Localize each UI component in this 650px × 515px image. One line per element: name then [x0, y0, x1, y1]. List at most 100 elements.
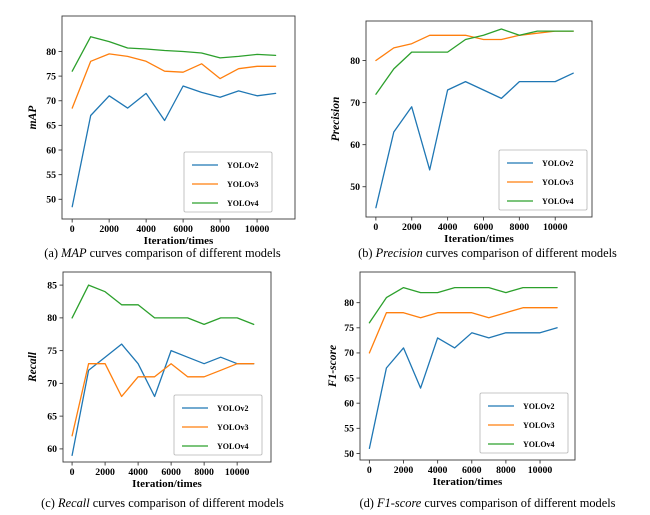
y-tick-label: 60	[350, 140, 360, 151]
x-tick-label: 6000	[462, 465, 482, 476]
y-axis-label: Precision	[330, 97, 342, 142]
y-tick-label: 60	[344, 398, 354, 409]
series-line-yolov3	[375, 30, 574, 62]
x-tick-label: 8000	[496, 465, 516, 476]
x-tick-label: 8000	[210, 224, 230, 235]
x-tick-label: 4000	[128, 467, 148, 478]
series-line-yolov3	[71, 363, 255, 437]
x-tick-label: 0	[367, 465, 372, 476]
series-line-yolov2	[71, 343, 255, 457]
y-tick-label: 85	[47, 280, 57, 291]
y-tick-label: 75	[344, 323, 354, 334]
y-axis-label: F1-score	[327, 345, 339, 388]
legend-label: YOLOv4	[542, 197, 574, 206]
series-line-yolov3	[71, 53, 277, 109]
y-tick-label: 80	[47, 313, 57, 324]
caption-prefix: (b)	[358, 246, 376, 260]
legend-label: YOLOv2	[227, 161, 259, 170]
x-tick-label: 2000	[394, 465, 414, 476]
x-tick-label: 10000	[225, 467, 250, 478]
x-tick-label: 10000	[528, 465, 553, 476]
precision-chart: 0 2000 4000 6000 8000 10000 50 60 70 80 Iteration/…	[330, 20, 593, 245]
series-line-yolov4	[71, 36, 277, 72]
caption-suffix: curves comparison of different models	[89, 496, 284, 510]
x-tick-label: 0	[373, 222, 378, 233]
y-tick-label: 50	[46, 195, 56, 206]
plot-border	[62, 271, 272, 463]
chart-panel-f1-score: 0 2000 4000 6000 8000 10000 50 55 60 65 70 75 80 Iter…	[325, 260, 650, 515]
y-tick-label: 80	[350, 56, 360, 67]
y-tick-label: 70	[47, 379, 57, 390]
x-tick-label: 6000	[161, 467, 181, 478]
legend: YOLOv2 YOLOv3 YOLOv4	[498, 149, 588, 211]
y-tick-label: 75	[47, 346, 57, 357]
x-axis-label: Iteration/times	[433, 476, 503, 488]
caption-map: (a) MAP curves comparison of different m…	[44, 246, 281, 260]
y-tick-label: 75	[46, 71, 56, 82]
x-tick-label: 4000	[438, 222, 458, 233]
legend-label: YOLOv4	[227, 199, 259, 208]
y-tick-label: 65	[46, 121, 56, 132]
plot-border	[61, 15, 296, 220]
chart-panel-recall: 0 2000 4000 6000 8000 10000 60 65 70 75 80 85 Iterat…	[0, 260, 325, 515]
legend-label: YOLOv2	[542, 159, 574, 168]
y-tick-label: 55	[46, 170, 56, 181]
x-tick-label: 0	[70, 467, 75, 478]
legend-box	[183, 151, 273, 213]
series-line-yolov4	[375, 28, 574, 95]
x-tick-label: 0	[70, 224, 75, 235]
caption-suffix: curves comparison of different models	[86, 246, 281, 260]
series-line-yolov4	[368, 286, 558, 324]
y-tick-label: 50	[344, 449, 354, 460]
caption-suffix: curves comparison of different models	[422, 246, 617, 260]
plot-border	[359, 271, 576, 461]
legend-label: YOLOv3	[227, 180, 259, 189]
legend-box	[498, 149, 588, 211]
legend: YOLOv2 YOLOv3 YOLOv4	[479, 392, 569, 454]
x-tick-label: 2000	[99, 224, 119, 235]
x-tick-label: 6000	[173, 224, 193, 235]
chart-panel-precision: 0 2000 4000 6000 8000 10000 50 60 70 80 Iteration/…	[325, 0, 650, 260]
caption-prefix: (a)	[44, 246, 62, 260]
caption-metric: Recall	[58, 496, 90, 510]
series-line-yolov3	[368, 307, 558, 354]
series-line-yolov2	[375, 72, 574, 209]
legend-label: YOLOv3	[523, 421, 555, 430]
x-tick-label: 2000	[402, 222, 422, 233]
legend-label: YOLOv3	[542, 178, 574, 187]
y-tick-label: 70	[350, 98, 360, 109]
x-axis-label: Iteration/times	[132, 478, 202, 490]
caption-prefix: (c)	[41, 496, 58, 510]
legend-label: YOLOv4	[217, 442, 249, 451]
series-line-yolov2	[368, 327, 558, 450]
x-tick-label: 8000	[510, 222, 530, 233]
y-tick-label: 80	[46, 47, 56, 58]
caption-f1-score: (d) F1-score curves comparison of differ…	[359, 496, 615, 510]
y-axis-label: mAP	[27, 105, 39, 130]
map-chart: 0 2000 4000 6000 8000 10000 50 55 60 65 70 75 80 Iter…	[27, 15, 296, 246]
x-tick-label: 10000	[245, 224, 270, 235]
caption-suffix: curves comparison of different models	[421, 496, 616, 510]
legend-label: YOLOv4	[523, 440, 555, 449]
x-axis-label: Iteration/times	[144, 235, 214, 246]
y-tick-label: 55	[344, 424, 354, 435]
caption-recall: (c) Recall curves comparison of differen…	[41, 496, 284, 510]
y-tick-label: 60	[46, 145, 56, 156]
recall-chart: 0 2000 4000 6000 8000 10000 60 65 70 75 80 85 Iterat…	[27, 271, 272, 490]
caption-metric: Precision	[375, 246, 423, 260]
y-tick-label: 65	[47, 411, 57, 422]
series-line-yolov2	[71, 85, 277, 208]
series-line-yolov4	[71, 284, 255, 326]
legend: YOLOv2 YOLOv3 YOLOv4	[183, 151, 273, 213]
caption-prefix: (d)	[359, 496, 378, 510]
x-tick-label: 10000	[543, 222, 568, 233]
x-tick-label: 4000	[428, 465, 448, 476]
chart-panel-map: 0 2000 4000 6000 8000 10000 50 55 60 65 70 75 80 Iter…	[0, 0, 325, 260]
x-tick-label: 8000	[194, 467, 214, 478]
x-tick-label: 2000	[95, 467, 115, 478]
plot-border	[365, 20, 593, 218]
y-tick-label: 70	[344, 348, 354, 359]
y-tick-label: 50	[350, 182, 360, 193]
caption-metric: F1-score	[377, 496, 422, 510]
